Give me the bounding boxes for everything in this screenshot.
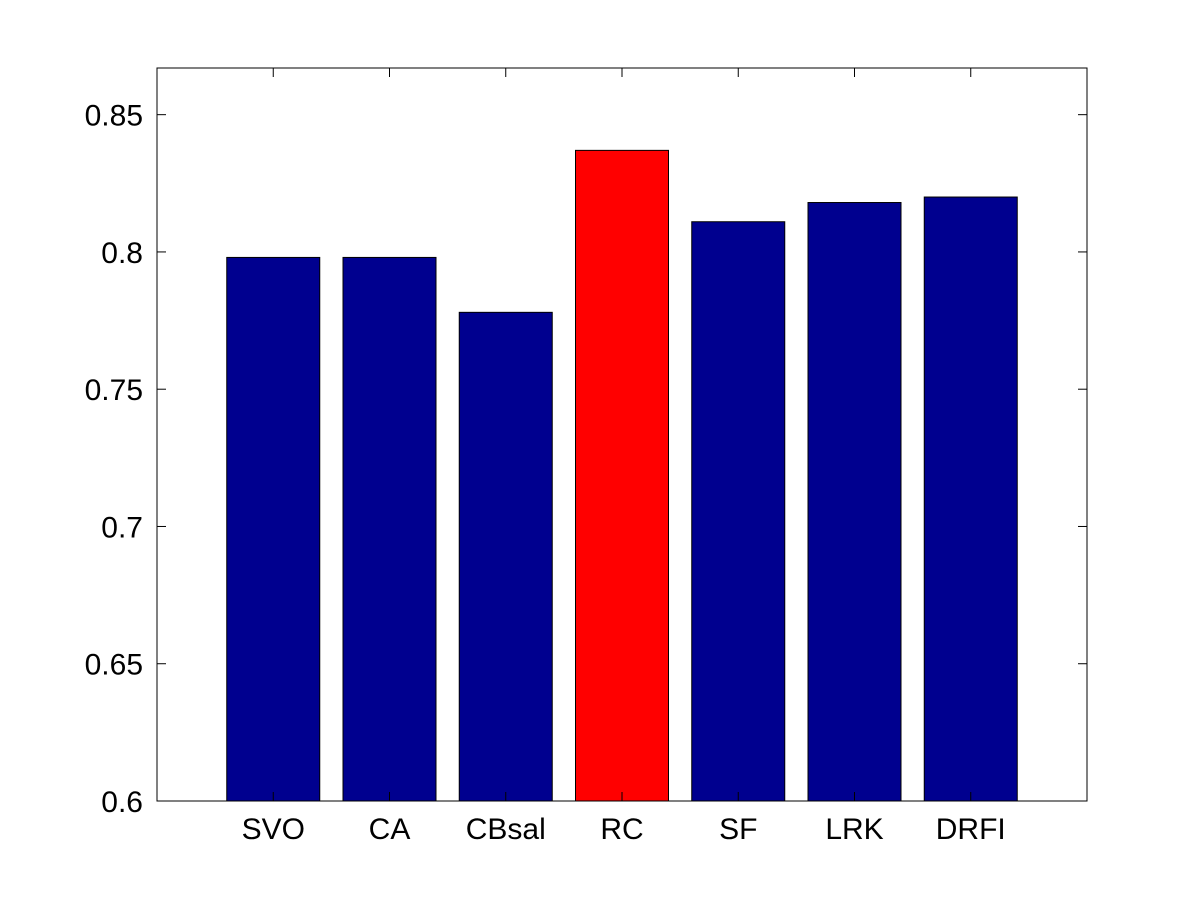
x-tick-label-drfi: DRFI xyxy=(936,813,1006,846)
bar-sf xyxy=(691,221,786,802)
bar-ca xyxy=(342,256,437,802)
y-tick-label-0-75: 0.75 xyxy=(85,374,143,407)
bar-cbsal xyxy=(458,311,553,802)
ticks-group xyxy=(157,68,1087,802)
bars-group xyxy=(226,149,1018,802)
x-tick-label-svo: SVO xyxy=(242,813,305,846)
plot-frame xyxy=(156,67,1088,802)
x-tick-label-ca: CA xyxy=(369,813,411,846)
x-tick-label-lrk: LRK xyxy=(825,813,883,846)
y-tick-label-0-8: 0.8 xyxy=(101,237,143,270)
y-tick-label-0-7: 0.7 xyxy=(101,511,143,544)
x-tick-label-sf: SF xyxy=(719,813,757,846)
x-tick-labels: SVO CA CBsal RC SF LRK DRFI xyxy=(242,813,1006,846)
y-tick-label-0-6: 0.6 xyxy=(101,786,143,819)
x-tick-label-cbsal: CBsal xyxy=(466,813,546,846)
bar-rc xyxy=(575,149,669,802)
bar-svo xyxy=(226,256,321,802)
bar-drfi xyxy=(923,196,1018,802)
x-tick-label-rc: RC xyxy=(600,813,643,846)
y-tick-label-0-85: 0.85 xyxy=(85,100,143,133)
bar-lrk xyxy=(807,202,902,802)
y-tick-labels: 0.6 0.65 0.7 0.75 0.8 0.85 xyxy=(85,100,143,819)
y-tick-label-0-65: 0.65 xyxy=(85,649,143,682)
